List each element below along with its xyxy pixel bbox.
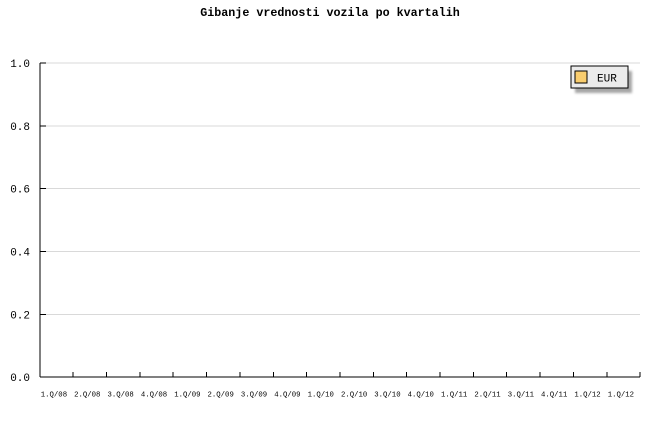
svg-text:3.Q/08: 3.Q/08 bbox=[108, 392, 134, 400]
svg-text:4.Q/11: 4.Q/11 bbox=[541, 392, 568, 400]
svg-text:2.Q/09: 2.Q/09 bbox=[208, 392, 234, 400]
svg-text:4.Q/08: 4.Q/08 bbox=[141, 392, 167, 400]
svg-text:1.Q/12: 1.Q/12 bbox=[574, 392, 600, 400]
svg-text:1.Q/09: 1.Q/09 bbox=[174, 392, 200, 400]
svg-text:0.6: 0.6 bbox=[10, 185, 30, 197]
svg-text:3.Q/10: 3.Q/10 bbox=[374, 392, 400, 400]
svg-text:1.Q/08: 1.Q/08 bbox=[41, 392, 67, 400]
svg-text:1.Q/10: 1.Q/10 bbox=[308, 392, 334, 400]
svg-text:3.Q/09: 3.Q/09 bbox=[241, 392, 267, 400]
svg-text:1.Q/11: 1.Q/11 bbox=[441, 392, 468, 400]
svg-text:4.Q/10: 4.Q/10 bbox=[408, 392, 434, 400]
svg-text:1.0: 1.0 bbox=[10, 59, 30, 71]
svg-text:2.Q/10: 2.Q/10 bbox=[341, 392, 367, 400]
svg-text:1.Q/12: 1.Q/12 bbox=[608, 392, 634, 400]
svg-text:0.0: 0.0 bbox=[10, 373, 30, 385]
svg-text:EUR: EUR bbox=[597, 73, 617, 85]
svg-text:0.8: 0.8 bbox=[10, 122, 30, 134]
svg-text:0.4: 0.4 bbox=[10, 248, 30, 260]
svg-text:3.Q/11: 3.Q/11 bbox=[508, 392, 535, 400]
svg-text:4.Q/09: 4.Q/09 bbox=[274, 392, 300, 400]
svg-text:0.2: 0.2 bbox=[10, 310, 30, 322]
svg-text:2.Q/08: 2.Q/08 bbox=[74, 392, 100, 400]
svg-text:2.Q/11: 2.Q/11 bbox=[474, 392, 501, 400]
